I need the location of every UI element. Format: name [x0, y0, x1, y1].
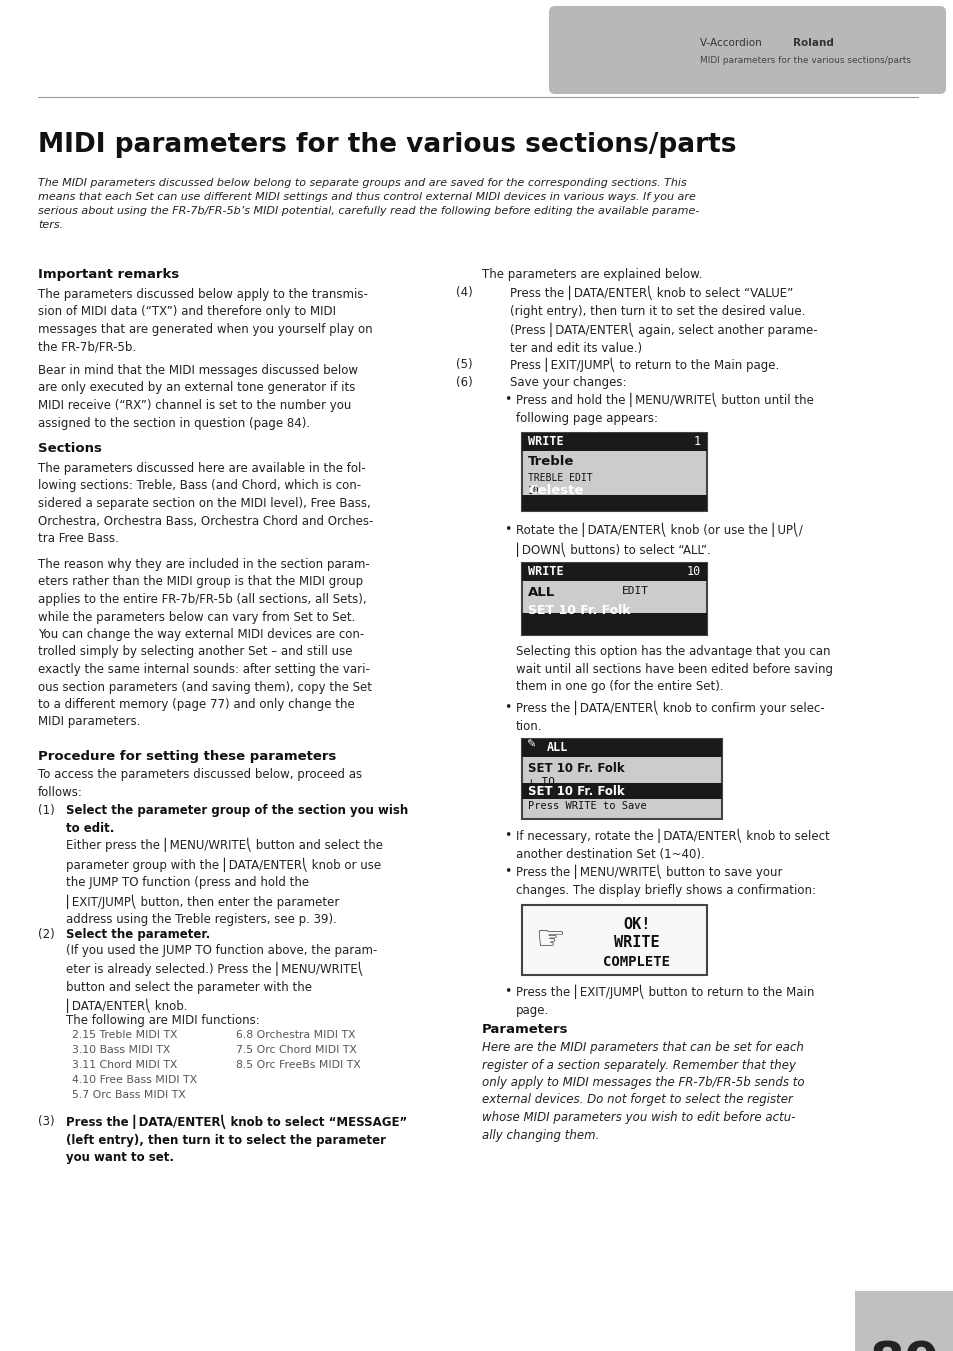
Text: Select the parameter.: Select the parameter.	[66, 928, 210, 942]
Text: SET 10 Fr. Folk: SET 10 Fr. Folk	[527, 604, 630, 617]
Text: 10: 10	[686, 565, 700, 578]
Text: 3.10 Bass MIDI TX: 3.10 Bass MIDI TX	[71, 1046, 171, 1055]
Text: Press the ⎜DATA/ENTER⎝ knob to select “MESSAGE”
(left entry), then turn it to se: Press the ⎜DATA/ENTER⎝ knob to select “M…	[66, 1115, 407, 1165]
Text: Press the ⎜MENU/WRITE⎝ button to save your
changes. The display briefly shows a : Press the ⎜MENU/WRITE⎝ button to save yo…	[516, 865, 815, 897]
Bar	[521, 739, 721, 819]
Text: 1: 1	[693, 435, 700, 449]
Text: The parameters discussed here are available in the fol-
lowing sections: Treble,: The parameters discussed here are availa…	[38, 462, 373, 544]
Text: The parameters are explained below.: The parameters are explained below.	[481, 267, 701, 281]
Text: •: •	[503, 830, 511, 842]
Bar	[521, 784, 721, 798]
Text: ALL: ALL	[546, 740, 568, 754]
Text: WRITE: WRITE	[614, 935, 659, 950]
Text: EDIT: EDIT	[621, 586, 648, 596]
Text: MIDI parameters for the various sections/parts: MIDI parameters for the various sections…	[700, 55, 910, 65]
Text: 89: 89	[869, 1340, 939, 1351]
Text: (2): (2)	[38, 928, 54, 942]
Text: Rotate the ⎜DATA/ENTER⎝ knob (or use the ⎜UP⎝/
⎜DOWN⎝ buttons) to select “ALL”.: Rotate the ⎜DATA/ENTER⎝ knob (or use the…	[516, 523, 802, 557]
FancyBboxPatch shape	[548, 5, 945, 95]
Text: 4.10 Free Bass MIDI TX: 4.10 Free Bass MIDI TX	[71, 1075, 197, 1085]
Text: 3.11 Chord MIDI TX: 3.11 Chord MIDI TX	[71, 1061, 177, 1070]
Text: WRITE: WRITE	[527, 435, 563, 449]
Text: Press and hold the ⎜MENU/WRITE⎝ button until the
following page appears:: Press and hold the ⎜MENU/WRITE⎝ button u…	[516, 393, 813, 424]
Text: SET 10 Fr. Folk: SET 10 Fr. Folk	[527, 762, 624, 775]
Text: •: •	[503, 865, 511, 878]
Text: Either press the ⎜MENU/WRITE⎝ button and select the
parameter group with the ⎜DA: Either press the ⎜MENU/WRITE⎝ button and…	[66, 838, 382, 927]
Bar	[521, 905, 706, 975]
Bar	[521, 739, 721, 757]
Text: ☞: ☞	[535, 924, 564, 957]
Text: (1): (1)	[38, 804, 54, 817]
Text: If necessary, rotate the ⎜DATA/ENTER⎝ knob to select
another destination Set (1~: If necessary, rotate the ⎜DATA/ENTER⎝ kn…	[516, 830, 829, 861]
Text: Press ⎜EXIT/JUMP⎝ to return to the Main page.: Press ⎜EXIT/JUMP⎝ to return to the Main …	[510, 358, 779, 373]
Text: The reason why they are included in the section param-
eters rather than the MID: The reason why they are included in the …	[38, 558, 372, 728]
Text: (If you used the JUMP TO function above, the param-
eter is already selected.) P: (If you used the JUMP TO function above,…	[66, 944, 377, 1013]
Text: Save your changes:: Save your changes:	[510, 376, 626, 389]
Text: ALL: ALL	[527, 586, 555, 598]
Text: •: •	[503, 393, 511, 407]
Text: ↓ TO: ↓ TO	[527, 777, 555, 788]
Bar	[521, 434, 706, 451]
Text: To access the parameters discussed below, proceed as
follows:: To access the parameters discussed below…	[38, 767, 362, 798]
Text: The following are MIDI functions:: The following are MIDI functions:	[66, 1015, 259, 1027]
Text: SET 10 Fr. Folk: SET 10 Fr. Folk	[527, 785, 624, 798]
Text: ✎: ✎	[525, 740, 535, 750]
Text: 5.7 Orc Bass MIDI TX: 5.7 Orc Bass MIDI TX	[71, 1090, 186, 1100]
Text: Press the ⎜DATA/ENTER⎝ knob to confirm your selec-
tion.: Press the ⎜DATA/ENTER⎝ knob to confirm y…	[516, 701, 824, 732]
Text: 7.5 Orc Chord MIDI TX: 7.5 Orc Chord MIDI TX	[235, 1046, 356, 1055]
Bar	[521, 613, 706, 635]
Text: (5): (5)	[456, 358, 472, 372]
Bar	[854, 1292, 953, 1351]
Bar	[521, 494, 706, 511]
Text: •: •	[503, 701, 511, 713]
Text: COMPLETE: COMPLETE	[603, 955, 670, 969]
Text: Press WRITE to Save: Press WRITE to Save	[527, 801, 646, 811]
Text: WRITE: WRITE	[527, 565, 563, 578]
Text: 6.8 Orchestra MIDI TX: 6.8 Orchestra MIDI TX	[235, 1029, 355, 1040]
Text: Here are the MIDI parameters that can be set for each
register of a section sepa: Here are the MIDI parameters that can be…	[481, 1042, 803, 1142]
Text: Selecting this option has the advantage that you can
wait until all sections hav: Selecting this option has the advantage …	[516, 644, 832, 693]
Text: TREBLE EDIT: TREBLE EDIT	[527, 473, 592, 484]
Text: Bear in mind that the MIDI messages discussed below
are only executed by an exte: Bear in mind that the MIDI messages disc…	[38, 363, 357, 430]
Text: Sections: Sections	[38, 442, 102, 455]
Text: •: •	[503, 523, 511, 536]
Text: Parameters: Parameters	[481, 1023, 568, 1036]
Text: •: •	[503, 985, 511, 998]
Text: (4): (4)	[456, 286, 473, 299]
Text: Roland: Roland	[792, 38, 833, 49]
Text: (6): (6)	[456, 376, 473, 389]
Text: Press the ⎜EXIT/JUMP⎝ button to return to the Main
page.: Press the ⎜EXIT/JUMP⎝ button to return t…	[516, 985, 814, 1017]
Text: 2.15 Treble MIDI TX: 2.15 Treble MIDI TX	[71, 1029, 177, 1040]
Text: (3): (3)	[38, 1115, 54, 1128]
Text: Press the ⎜DATA/ENTER⎝ knob to select “VALUE”
(right entry), then turn it to set: Press the ⎜DATA/ENTER⎝ knob to select “V…	[510, 286, 817, 355]
Text: Treble: Treble	[527, 455, 574, 467]
Text: 8.5 Orc FreeBs MIDI TX: 8.5 Orc FreeBs MIDI TX	[235, 1061, 360, 1070]
Text: The parameters discussed below apply to the transmis-
sion of MIDI data (“TX”) a: The parameters discussed below apply to …	[38, 288, 373, 354]
Bar	[521, 563, 706, 581]
Text: OK!: OK!	[622, 917, 650, 932]
Text: Celeste: Celeste	[527, 484, 583, 497]
Text: Important remarks: Important remarks	[38, 267, 179, 281]
Bar	[521, 563, 706, 635]
Text: Procedure for setting these parameters: Procedure for setting these parameters	[38, 750, 336, 763]
Text: MIDI parameters for the various sections/parts: MIDI parameters for the various sections…	[38, 132, 736, 158]
Text: V-Accordion: V-Accordion	[700, 38, 764, 49]
Bar	[521, 434, 706, 511]
Text: 10: 10	[527, 486, 539, 496]
Text: Select the parameter group of the section you wish
to edit.: Select the parameter group of the sectio…	[66, 804, 408, 835]
Text: The MIDI parameters discussed below belong to separate groups and are saved for : The MIDI parameters discussed below belo…	[38, 178, 699, 230]
